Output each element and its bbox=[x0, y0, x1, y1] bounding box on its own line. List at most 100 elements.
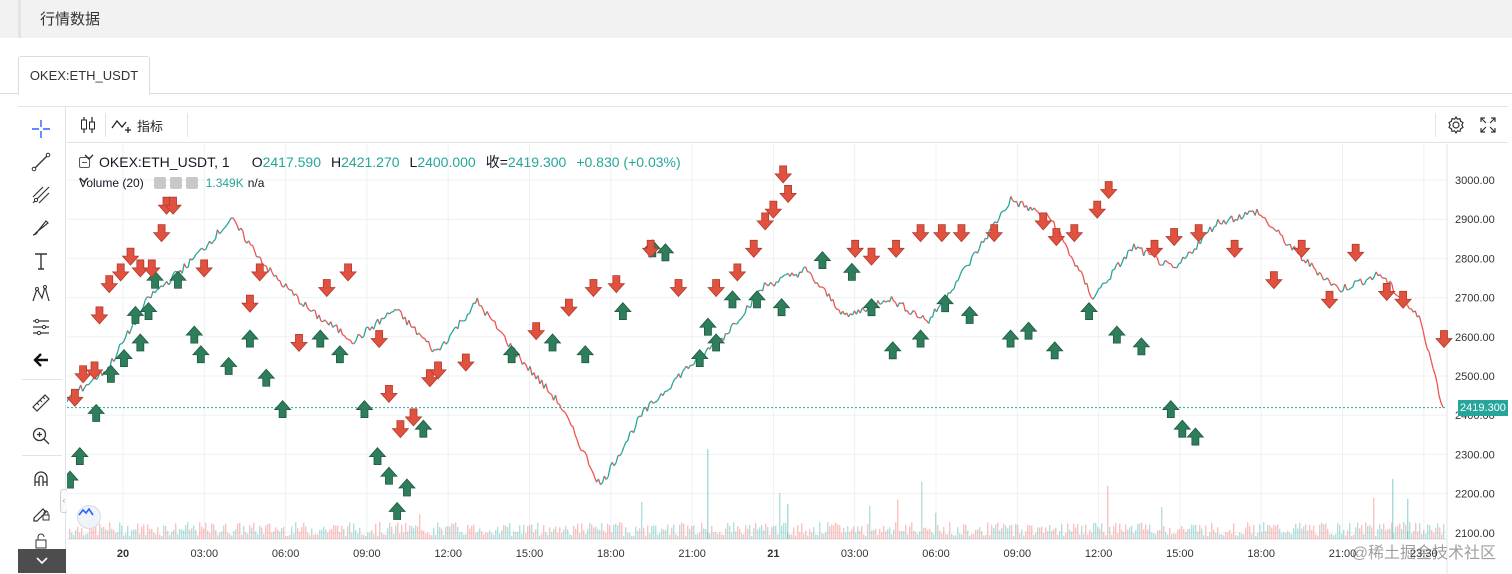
crosshair-icon[interactable] bbox=[26, 115, 56, 143]
volume-bar bbox=[621, 523, 623, 539]
price-segment bbox=[746, 304, 750, 308]
price-segment bbox=[1336, 286, 1340, 291]
volume-bar bbox=[525, 533, 527, 539]
buy-marker-icon bbox=[257, 368, 276, 387]
volume-bar bbox=[1373, 497, 1375, 539]
indicators-button[interactable]: 指标 bbox=[111, 114, 163, 136]
volume-bar bbox=[115, 532, 117, 539]
chevron-down-icon[interactable] bbox=[79, 176, 89, 184]
price-segment bbox=[640, 409, 645, 417]
price-segment bbox=[1182, 256, 1186, 260]
time-tick-label: 21:00 bbox=[1329, 548, 1357, 560]
prediction-icon[interactable] bbox=[26, 313, 56, 341]
magnet-icon[interactable] bbox=[26, 465, 56, 493]
volume-bar bbox=[1407, 531, 1409, 539]
price-segment bbox=[558, 403, 562, 410]
price-chart[interactable]: 3000.00 2900.00 2800.00 2700.00 2600.00 2500.… bbox=[67, 144, 1508, 574]
volume-bar bbox=[995, 524, 997, 539]
price-segment bbox=[1424, 340, 1428, 349]
volume-bar bbox=[1113, 526, 1115, 539]
volume-bar bbox=[1289, 532, 1291, 539]
price-segment bbox=[213, 238, 216, 242]
price-segment bbox=[1318, 271, 1322, 276]
volume-bar bbox=[1117, 533, 1119, 539]
volume-bar bbox=[565, 525, 567, 539]
toolbar-collapse-button[interactable] bbox=[18, 549, 66, 573]
price-segment bbox=[187, 258, 191, 268]
brush-icon[interactable] bbox=[26, 214, 56, 242]
volume-bar bbox=[985, 534, 987, 539]
tradingview-logo-icon[interactable] bbox=[77, 505, 101, 529]
volume-bar bbox=[1137, 524, 1139, 539]
time-tick-label: 15:00 bbox=[516, 548, 544, 560]
settings-icon[interactable] bbox=[169, 177, 182, 189]
price-segment bbox=[342, 334, 345, 337]
price-segment bbox=[336, 324, 340, 334]
volume-bar bbox=[767, 527, 769, 539]
ruler-icon[interactable] bbox=[26, 389, 56, 417]
indicators-icon bbox=[111, 119, 131, 133]
volume-bar bbox=[1257, 532, 1259, 539]
gear-icon[interactable] bbox=[1444, 113, 1468, 137]
stay-drawing-icon[interactable] bbox=[26, 498, 56, 526]
price-segment bbox=[205, 244, 209, 250]
price-segment bbox=[434, 348, 437, 351]
volume-bar bbox=[119, 522, 121, 539]
volume-bar bbox=[179, 529, 181, 539]
price-segment bbox=[1238, 214, 1242, 220]
price-segment bbox=[1311, 262, 1315, 268]
volume-bar bbox=[631, 535, 633, 539]
price-segment bbox=[258, 256, 261, 259]
trend-line-icon[interactable] bbox=[26, 148, 56, 176]
buy-marker-icon bbox=[1001, 329, 1020, 348]
chart-canvas[interactable]: 3000.00 2900.00 2800.00 2700.00 2600.00 2500.… bbox=[67, 144, 1508, 574]
volume-bar bbox=[493, 534, 495, 539]
volume-bar bbox=[367, 532, 369, 539]
volume-bar bbox=[413, 528, 415, 539]
volume-bar bbox=[1387, 529, 1389, 539]
volume-bar bbox=[1077, 523, 1079, 539]
volume-bar bbox=[203, 528, 205, 539]
volume-bar bbox=[349, 522, 351, 539]
chevron-down-icon[interactable] bbox=[83, 152, 95, 162]
buy-marker-icon bbox=[772, 298, 791, 317]
volume-bar bbox=[843, 527, 845, 539]
price-segment bbox=[781, 274, 785, 278]
pitchfork-icon[interactable] bbox=[26, 181, 56, 209]
close-icon[interactable] bbox=[185, 177, 198, 189]
volume-bar bbox=[1313, 525, 1315, 539]
sell-marker-icon bbox=[404, 408, 423, 427]
volume-bar bbox=[681, 522, 683, 539]
sell-marker-icon bbox=[1346, 243, 1365, 262]
price-segment bbox=[87, 382, 91, 386]
fullscreen-icon[interactable] bbox=[1476, 113, 1500, 137]
eye-icon[interactable] bbox=[153, 177, 166, 189]
volume-bar bbox=[669, 535, 671, 539]
volume-bar bbox=[879, 528, 881, 539]
volume-bar bbox=[455, 522, 457, 539]
volume-bar bbox=[757, 529, 759, 539]
back-arrow-icon[interactable] bbox=[26, 346, 56, 374]
volume-bar bbox=[923, 527, 925, 539]
tab-okex-eth-usdt[interactable]: OKEX:ETH_USDT bbox=[18, 56, 150, 95]
pattern-icon[interactable] bbox=[26, 280, 56, 308]
legend-symbol: OKEX:ETH_USDT, 1 bbox=[99, 154, 230, 170]
volume-bar bbox=[1069, 529, 1071, 539]
price-segment bbox=[1176, 263, 1180, 269]
volume-bar bbox=[623, 535, 625, 539]
price-segment bbox=[1127, 249, 1131, 252]
volume-bar bbox=[1371, 527, 1373, 539]
lock-icon[interactable] bbox=[26, 527, 56, 555]
zoom-in-icon[interactable] bbox=[26, 422, 56, 450]
price-segment bbox=[464, 314, 469, 321]
volume-bar bbox=[787, 504, 789, 539]
price-segment bbox=[812, 279, 816, 284]
candlestick-icon[interactable] bbox=[77, 114, 99, 136]
volume-bar bbox=[533, 532, 535, 539]
sell-marker-icon bbox=[707, 279, 725, 298]
legend-collapse-icon[interactable] bbox=[79, 156, 90, 168]
volume-bar bbox=[273, 531, 275, 539]
volume-bar bbox=[915, 532, 917, 539]
sell-marker-icon bbox=[90, 306, 109, 325]
text-icon[interactable] bbox=[26, 247, 56, 275]
